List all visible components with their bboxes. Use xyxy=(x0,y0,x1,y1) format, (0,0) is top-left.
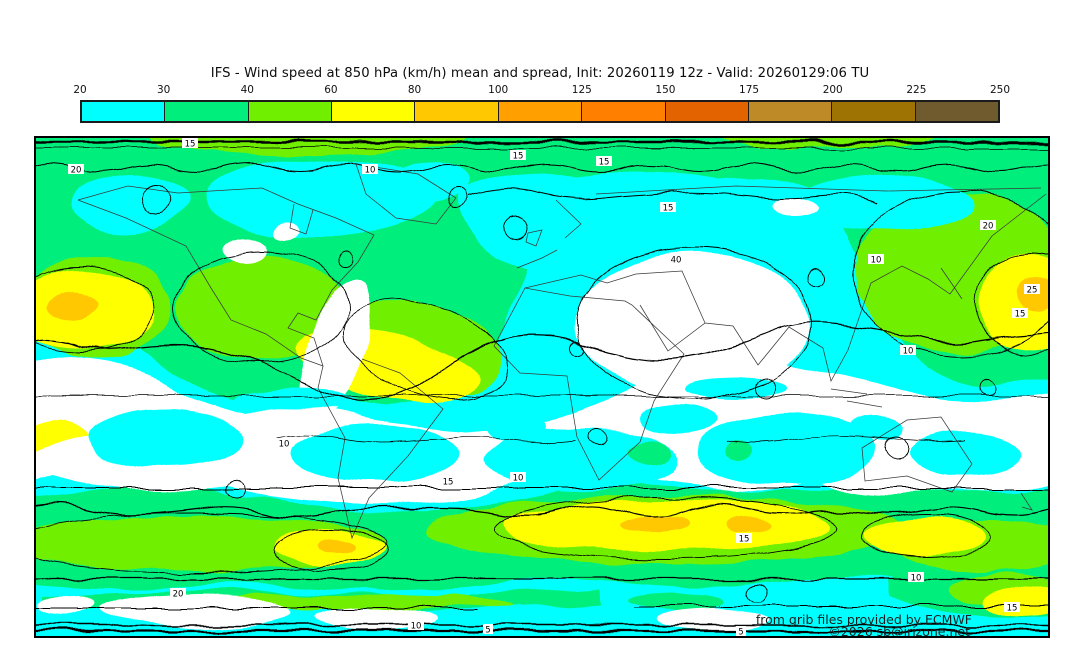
contour-label: 5 xyxy=(483,624,493,636)
svg-text:15: 15 xyxy=(1007,604,1018,614)
contour-label: 10 xyxy=(868,254,884,266)
colorbar-tick: 225 xyxy=(906,84,927,96)
contour-label: 15 xyxy=(510,150,526,162)
colorbar-tick: 80 xyxy=(407,84,422,96)
contour-label: 20 xyxy=(68,164,84,176)
svg-text:15: 15 xyxy=(739,535,750,545)
fill-layer-tropical-patches xyxy=(91,378,1021,492)
svg-text:15: 15 xyxy=(513,152,524,162)
colorbar-tick: 100 xyxy=(488,84,509,96)
contour-label: 15 xyxy=(596,156,612,168)
colorbar-segment xyxy=(914,102,998,121)
contour-label: 40 xyxy=(668,254,684,266)
colorbar-tick: 60 xyxy=(324,84,338,96)
colorbar-tick: 125 xyxy=(571,84,592,96)
colorbar-tick: 20 xyxy=(73,84,87,96)
colorbar-segment xyxy=(414,102,498,121)
contour-label: 15 xyxy=(736,533,752,545)
colorbar-segment xyxy=(831,102,915,121)
svg-text:15: 15 xyxy=(185,140,196,150)
contour-labels-layer: 15 15 20 10 15 15 40 10 20 25 15 10 10 15 10 15 10 20 15 10… xyxy=(68,138,1040,636)
svg-text:15: 15 xyxy=(443,478,454,488)
wind-map-canvas: 15 15 20 10 15 15 40 10 20 25 15 10 10 15 10 15 10 20 15 10… xyxy=(36,138,1048,636)
svg-text:15: 15 xyxy=(599,158,610,168)
colorbar-tick: 30 xyxy=(156,84,171,96)
contour-label: 15 xyxy=(440,476,456,488)
svg-text:15: 15 xyxy=(663,204,674,214)
svg-text:5: 5 xyxy=(485,626,490,636)
attribution-copyright: ©2026 sb@irizone.net xyxy=(828,624,970,636)
colorbar-tick: 200 xyxy=(822,84,843,96)
svg-text:40: 40 xyxy=(671,256,682,266)
colorbar-segment xyxy=(581,102,665,121)
contour-label: 10 xyxy=(408,620,424,632)
colorbar xyxy=(80,100,1000,123)
colorbar-tick: 150 xyxy=(655,84,676,96)
svg-text:10: 10 xyxy=(903,347,914,357)
colorbar-segment xyxy=(164,102,248,121)
contour-label: 20 xyxy=(980,220,996,232)
svg-text:25: 25 xyxy=(1027,286,1038,296)
colorbar-segment xyxy=(747,102,832,121)
contour-label: 5 xyxy=(736,626,746,636)
colorbar-segment xyxy=(331,102,415,121)
contour-label: 10 xyxy=(908,572,924,584)
contour-label: 25 xyxy=(1024,284,1040,296)
colorbar-segment xyxy=(664,102,748,121)
colorbar-tick: 175 xyxy=(739,84,760,96)
colorbar-segment xyxy=(82,102,165,121)
contour-label: 15 xyxy=(660,202,676,214)
contour-lines xyxy=(36,140,1048,633)
svg-text:10: 10 xyxy=(411,622,422,632)
contour-label: 10 xyxy=(362,164,378,176)
contour-label: 15 xyxy=(1012,308,1028,320)
colorbar-tick: 250 xyxy=(989,84,1011,96)
contour-label: 15 xyxy=(182,138,198,150)
contour-label: 10 xyxy=(900,345,916,357)
svg-text:10: 10 xyxy=(871,256,882,266)
wind-map: 15 15 20 10 15 15 40 10 20 25 15 10 10 15 10 15 10 20 15 10… xyxy=(34,136,1050,638)
svg-text:20: 20 xyxy=(983,222,994,232)
svg-text:5: 5 xyxy=(738,628,743,637)
svg-text:10: 10 xyxy=(911,574,922,584)
attribution-ecmwf: from grib files provided by ECMWF xyxy=(756,612,972,627)
svg-text:10: 10 xyxy=(365,166,376,176)
contour-label: 10 xyxy=(510,472,526,484)
svg-text:20: 20 xyxy=(71,166,82,176)
colorbar-tick: 40 xyxy=(240,84,254,96)
contour-label: 15 xyxy=(1004,602,1020,614)
svg-text:10: 10 xyxy=(513,474,524,484)
svg-text:10: 10 xyxy=(279,440,290,450)
colorbar-segment xyxy=(497,102,582,121)
colorbar-tick-labels: 20 30 40 60 80 100 125 150 175 200 225 250 xyxy=(73,84,1010,97)
contour-label: 10 xyxy=(276,438,292,450)
colorbar-segment xyxy=(247,102,332,121)
chart-title: IFS - Wind speed at 850 hPa (km/h) mean … xyxy=(210,66,870,81)
svg-text:20: 20 xyxy=(173,590,184,600)
contour-label: 20 xyxy=(170,588,186,600)
svg-text:15: 15 xyxy=(1015,310,1026,320)
